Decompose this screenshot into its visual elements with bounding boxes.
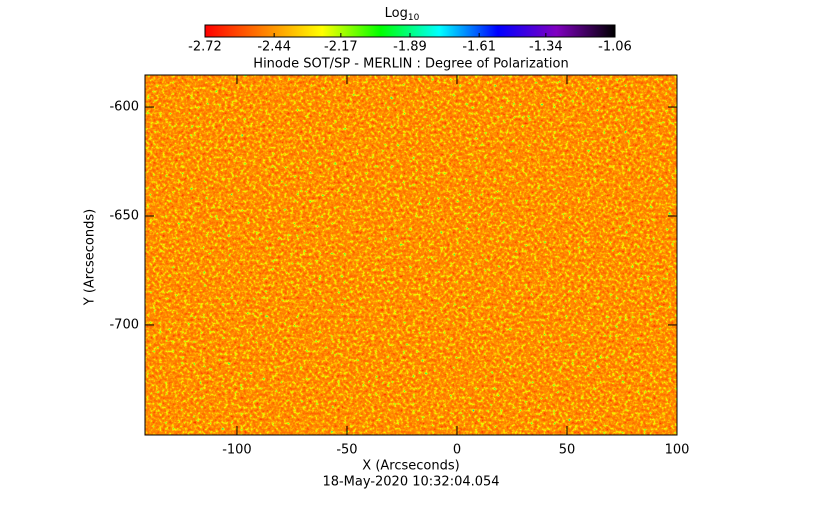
y-tick-label: -600	[109, 100, 139, 115]
x-tick-label: -50	[336, 443, 357, 458]
footer: 18-May-2020 10:32:04.054	[322, 475, 499, 490]
colorbar-tick-label: -1.61	[462, 40, 496, 55]
x-tick-label: 0	[453, 443, 461, 458]
plot-frame	[144, 74, 678, 436]
colorbar-tick-label: -1.34	[529, 40, 563, 55]
colorbar-label: Log10	[385, 6, 420, 23]
x-axis-label: X (Arcseconds)	[362, 459, 459, 474]
x-tick-label: 50	[559, 443, 576, 458]
y-tick-label: -700	[109, 317, 139, 332]
x-tick-label: -100	[222, 443, 252, 458]
colorbar-tick-label: -1.89	[393, 40, 427, 55]
polarization-map	[145, 75, 677, 435]
colorbar-tick-label: -2.72	[188, 40, 222, 55]
y-axis-label: Y (Arcseconds)	[83, 209, 98, 306]
colorbar-tick-label: -2.44	[257, 40, 291, 55]
y-tick-label: -650	[109, 208, 139, 223]
x-tick-label: 100	[665, 443, 690, 458]
chart-title: Hinode SOT/SP - MERLIN : Degree of Polar…	[253, 57, 568, 72]
colorbar-tick-label: -1.06	[598, 40, 632, 55]
colorbar-tick-label: -2.17	[324, 40, 358, 55]
